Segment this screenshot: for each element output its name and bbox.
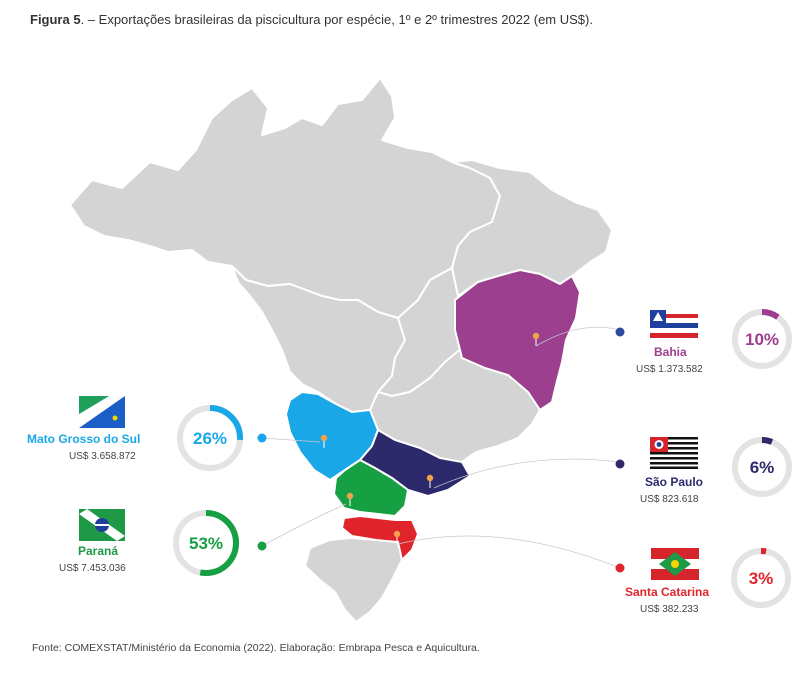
bahia-pin [532, 332, 540, 346]
figure-number: Figura 5 [30, 12, 81, 27]
santa-catarina-pin [393, 530, 401, 544]
bahia-endpoint-dot [615, 327, 625, 337]
share-donuts: 10% 26% 6% 53% 3% [173, 309, 792, 608]
parana-value: US$ 7.453.036 [59, 563, 126, 574]
santa-catarina-connector [397, 535, 621, 569]
santa-catarina-value: US$ 382.233 [640, 604, 699, 615]
figure-title: Figura 5. – Exportações brasileiras da p… [30, 12, 593, 27]
bahia-state [454, 268, 582, 412]
connector-lines [261, 326, 621, 569]
sao-paulo-value: US$ 823.618 [640, 494, 699, 505]
sao-paulo-pin [426, 474, 434, 488]
parana-pin [346, 492, 354, 506]
mato-grosso-do-sul-flag [79, 396, 125, 428]
bahia-value: US$ 1.373.582 [636, 364, 703, 375]
parana-name: Paraná [78, 544, 119, 558]
mato-grosso-do-sul-connector [261, 437, 321, 443]
parana-state [332, 458, 410, 518]
sao-paulo-flag [650, 437, 698, 469]
parana-connector [261, 503, 347, 547]
parana-endpoint-dot [257, 541, 267, 551]
brazil-base-map [69, 77, 613, 623]
rio-grande-do-sul-region [304, 537, 403, 623]
sao-paulo-endpoint-dot [615, 459, 625, 469]
sao-paulo-percent-label: 6% [750, 458, 775, 477]
bahia-donut-arc [732, 309, 792, 369]
mato-grosso-do-sul-name: Mato Grosso do Sul [27, 432, 141, 446]
bahia-name: Bahia [654, 345, 687, 359]
sao-paulo-donut-arc [732, 437, 792, 497]
santa-catarina-percent-label: 3% [749, 569, 774, 588]
figure-source: Fonte: COMEXSTAT/Ministério da Economia … [32, 642, 480, 654]
bahia-percent-label: 10% [745, 330, 779, 349]
santa-catarina-flag [651, 548, 699, 580]
parana-percent-label: 53% [189, 534, 223, 553]
mato-grosso-do-sul-value: US$ 3.658.872 [69, 451, 136, 462]
sao-paulo-connector [433, 458, 621, 489]
bahia-flag [650, 310, 698, 342]
santa-catarina-name: Santa Catarina [625, 585, 710, 599]
santa-catarina-donut-arc [731, 548, 791, 608]
figure-caption: . – Exportações brasileiras da piscicult… [80, 12, 593, 27]
parana-donut-arc [173, 510, 239, 576]
santa-catarina-endpoint-dot [615, 563, 625, 573]
mato-grosso-do-sul-endpoint-dot [257, 433, 267, 443]
map-pins [320, 332, 540, 544]
bahia-connector [535, 326, 621, 347]
mato-grosso-do-sul-donut-arc [177, 405, 243, 471]
parana-flag [79, 509, 125, 541]
mato-grosso-do-sul-pin [320, 434, 328, 448]
mato-grosso-do-sul-percent-label: 26% [193, 429, 227, 448]
sao-paulo-name: São Paulo [645, 475, 704, 489]
santa-catarina-state [340, 514, 420, 562]
